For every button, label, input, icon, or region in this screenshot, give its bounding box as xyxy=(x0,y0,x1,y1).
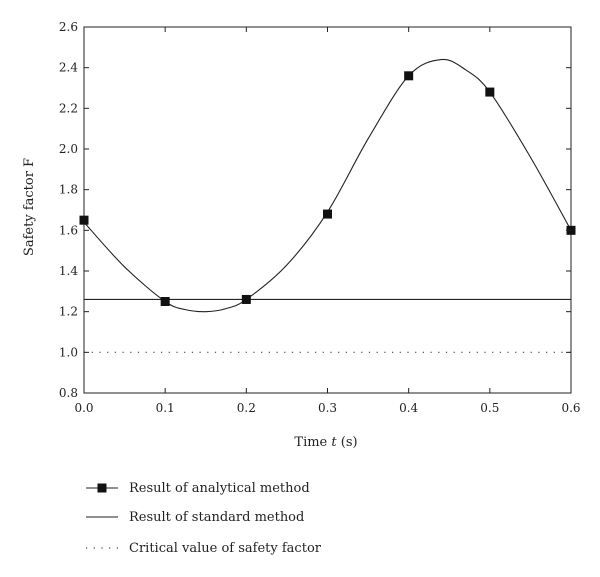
legend-label: Critical value of safety factor xyxy=(129,541,322,556)
x-axis-label: Time t (s) xyxy=(294,435,357,450)
y-tick-label: 2.6 xyxy=(59,20,78,34)
x-tick-label: 0.3 xyxy=(318,401,337,415)
x-axis-label-variable: t xyxy=(331,435,337,450)
analytical-point xyxy=(79,215,89,225)
analytical-point xyxy=(241,294,251,304)
y-tick-label: 1.0 xyxy=(59,345,78,359)
y-tick-label: 2.4 xyxy=(59,61,78,75)
y-tick-label: 2.0 xyxy=(59,142,78,156)
x-tick-label: 0.5 xyxy=(480,401,499,415)
legend-label: Result of standard method xyxy=(129,510,304,525)
x-tick-label: 0.0 xyxy=(74,401,93,415)
analytical-point xyxy=(404,71,414,81)
y-tick-label: 2.2 xyxy=(59,101,78,115)
x-tick-label: 0.1 xyxy=(156,401,175,415)
axis-ticks: 0.0 0.1 0.2 0.3 0.4 0.5 0.6 0.8 1.0 1.2 1.4 1.6 1.8 2… xyxy=(59,20,581,415)
y-tick-label: 0.8 xyxy=(59,386,78,400)
legend-marker-analytical xyxy=(97,483,107,493)
series-analytical-curve xyxy=(83,58,572,313)
analytical-point xyxy=(323,209,332,219)
y-tick-label: 1.2 xyxy=(59,305,78,319)
plot-area xyxy=(79,26,576,394)
y-axis-label: Safety factor F xyxy=(22,158,37,256)
y-tick-label: 1.6 xyxy=(59,223,78,237)
x-axis-label-prefix: Time xyxy=(294,435,331,450)
x-tick-label: 0.2 xyxy=(237,401,256,415)
y-tick-label: 1.8 xyxy=(59,183,78,197)
x-axis-label-suffix: (s) xyxy=(337,435,358,450)
x-tick-label: 0.4 xyxy=(399,401,418,415)
analytical-point xyxy=(485,87,495,97)
x-tick-label: 0.6 xyxy=(561,401,580,415)
legend-label: Result of analytical method xyxy=(129,481,310,496)
analytical-point xyxy=(160,297,170,306)
y-tick-label: 1.4 xyxy=(59,264,78,278)
legend: Result of analytical method Result of sta… xyxy=(86,481,322,556)
